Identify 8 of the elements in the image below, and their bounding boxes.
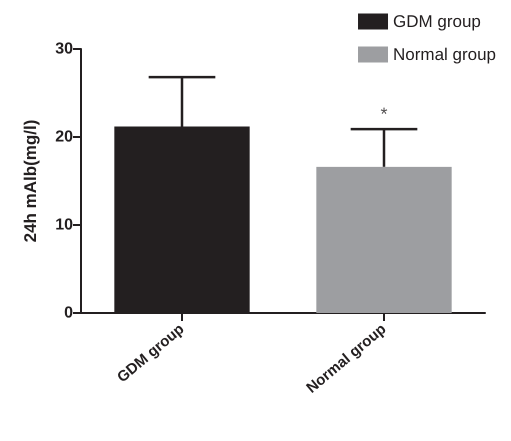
legend-label: GDM group xyxy=(393,12,481,31)
y-tick-label: 0 xyxy=(64,304,74,322)
y-tick-label: 30 xyxy=(55,40,74,58)
y-axis-title: 24h mAlb(mg/l) xyxy=(21,120,40,242)
y-tick-label: 20 xyxy=(55,128,74,146)
legend-label: Normal group xyxy=(393,45,496,64)
annotation: * xyxy=(380,104,388,124)
y-tick-label: 10 xyxy=(55,216,74,234)
